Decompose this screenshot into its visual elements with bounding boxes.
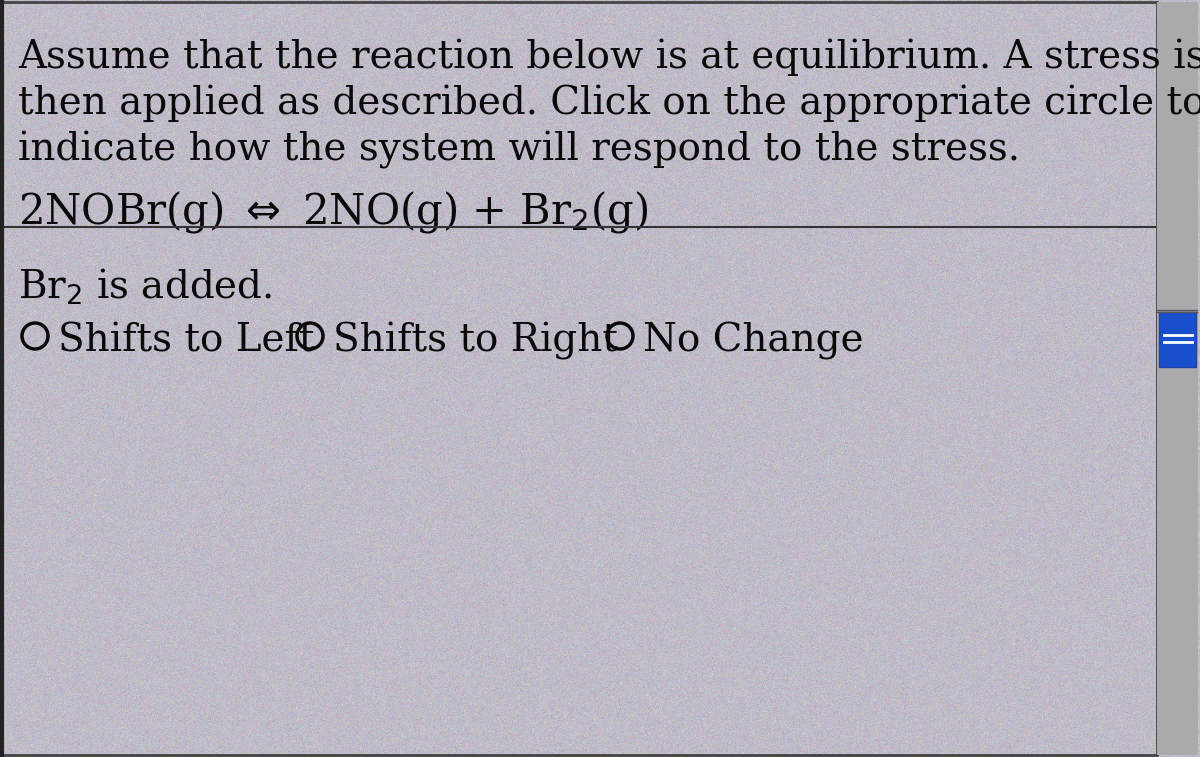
Text: indicate how the system will respond to the stress.: indicate how the system will respond to … bbox=[18, 131, 1020, 169]
Text: Shifts to Left: Shifts to Left bbox=[58, 322, 314, 359]
Text: Shifts to Right: Shifts to Right bbox=[334, 322, 618, 360]
Bar bbox=[1157, 2, 1198, 755]
Text: 2NOBr(g) $\Leftrightarrow$ 2NO(g) + Br$_2$(g): 2NOBr(g) $\Leftrightarrow$ 2NO(g) + Br$_… bbox=[18, 189, 648, 235]
Text: then applied as described. Click on the appropriate circle to: then applied as described. Click on the … bbox=[18, 85, 1200, 123]
Text: No Change: No Change bbox=[643, 322, 864, 360]
Text: Br$_2$ is added.: Br$_2$ is added. bbox=[18, 267, 272, 307]
Bar bbox=[1159, 312, 1196, 367]
Text: Assume that the reaction below is at equilibrium. A stress is: Assume that the reaction below is at equ… bbox=[18, 39, 1200, 76]
